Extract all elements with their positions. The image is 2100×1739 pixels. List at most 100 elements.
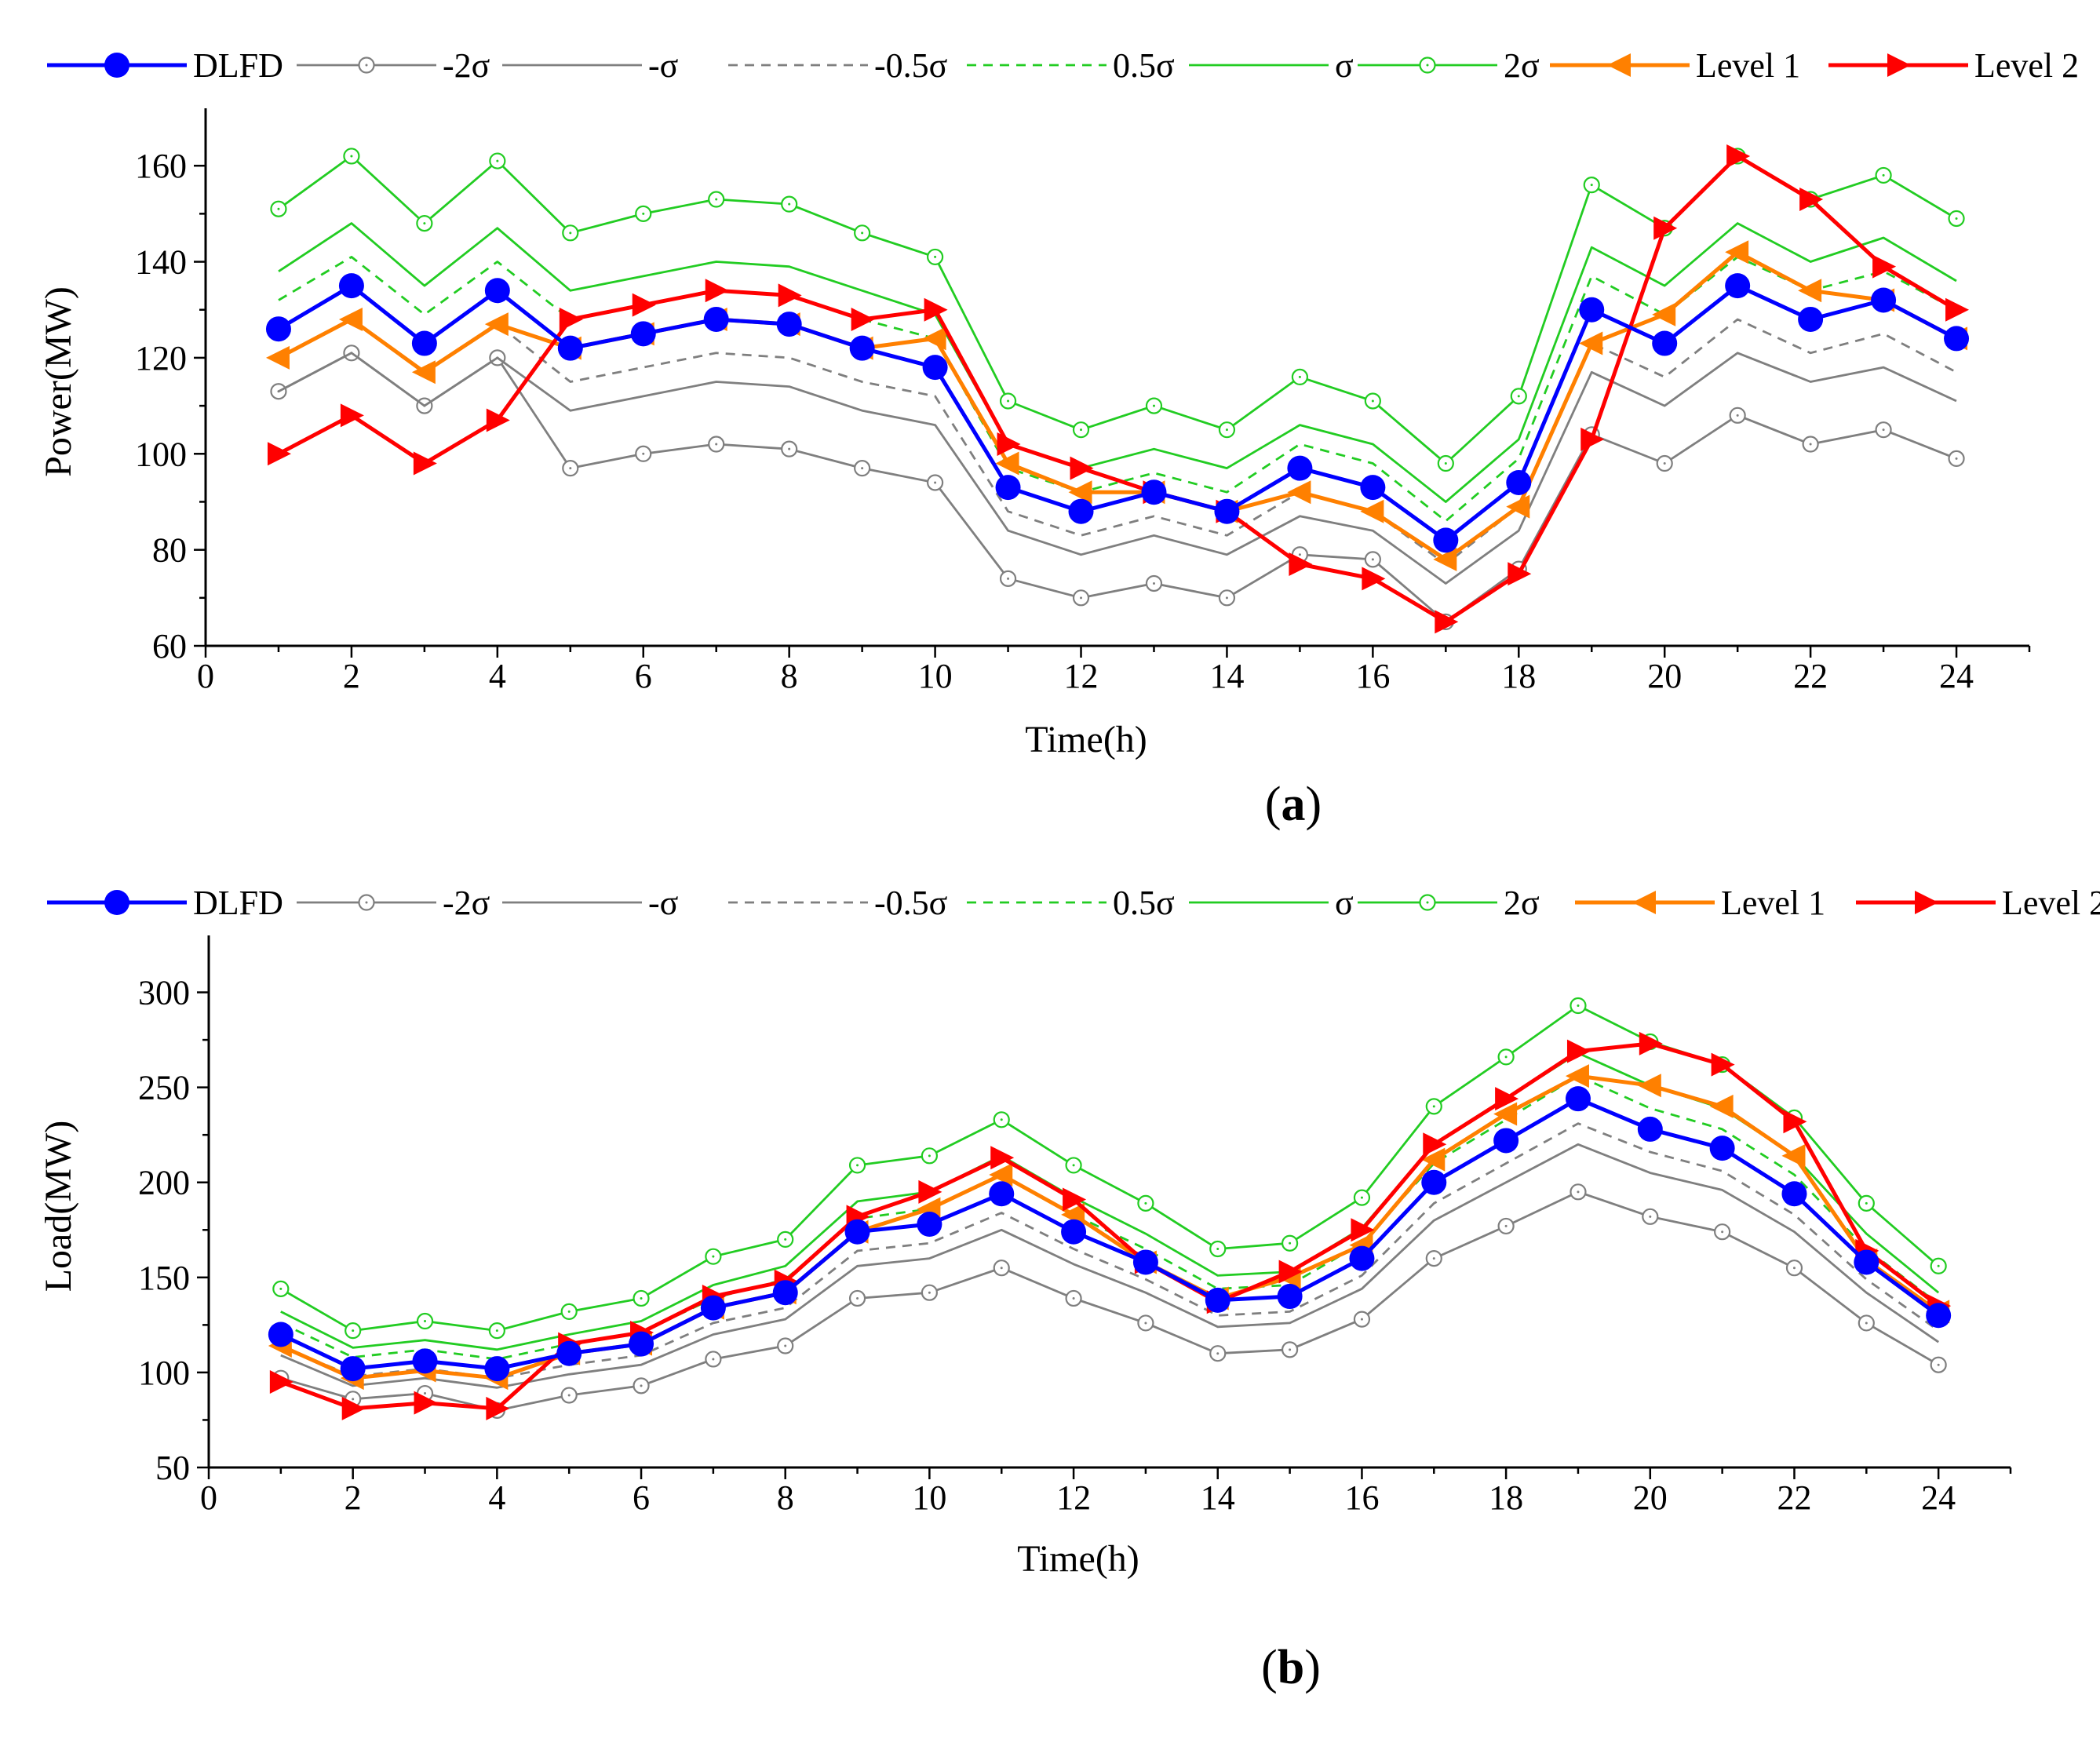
data-point-level2 bbox=[486, 408, 510, 432]
data-point-plus2sigma-dot bbox=[496, 159, 499, 162]
legend-label-minus1sigma: -σ bbox=[648, 884, 679, 922]
data-point-minus2sigma-dot bbox=[1371, 558, 1374, 561]
data-point-level2 bbox=[1362, 567, 1386, 591]
data-point-dlfd bbox=[1944, 326, 1970, 352]
data-point-minus2sigma-dot bbox=[856, 1296, 859, 1300]
data-point-plus2sigma-dot bbox=[934, 255, 937, 258]
legend-label-minus2sigma: -2σ bbox=[443, 884, 490, 922]
data-point-minus2sigma-dot bbox=[1360, 1318, 1363, 1321]
data-point-minus2sigma-dot bbox=[1072, 1296, 1075, 1300]
legend-label-minus05sigma: -0.5σ bbox=[874, 46, 948, 85]
series-plus1sigma bbox=[278, 222, 1957, 503]
data-point-minus2sigma-dot bbox=[1736, 414, 1739, 417]
x-tick-label: 12 bbox=[1056, 1478, 1091, 1517]
legend-item-plus1sigma: σ bbox=[1189, 46, 1354, 85]
data-point-plus2sigma-dot bbox=[1289, 1241, 1292, 1245]
data-point-plus2sigma-dot bbox=[1937, 1264, 1940, 1267]
data-point-minus2sigma-dot bbox=[1144, 1322, 1147, 1325]
series-minus1sigma bbox=[278, 352, 1957, 585]
series-line-minus1sigma bbox=[280, 1143, 1939, 1389]
y-tick-label: 60 bbox=[152, 627, 187, 665]
x-tick-label: 20 bbox=[1647, 657, 1682, 695]
legend-item-dlfd: DLFD bbox=[47, 884, 283, 922]
data-point-plus2sigma-dot bbox=[1577, 1004, 1580, 1007]
data-point-plus2sigma-dot bbox=[1590, 184, 1593, 187]
series-level1 bbox=[265, 240, 1968, 571]
series-minus2sigma bbox=[270, 345, 1965, 631]
series-line-plus1sigma bbox=[278, 222, 1957, 503]
data-point-level2 bbox=[1711, 1052, 1735, 1077]
panel-label-letter: b bbox=[1278, 1641, 1304, 1694]
data-point-level2 bbox=[705, 279, 729, 303]
data-point-dlfd bbox=[340, 1356, 366, 1382]
data-point-dlfd bbox=[844, 1219, 870, 1245]
data-point-dlfd bbox=[1637, 1116, 1663, 1142]
data-point-dlfd bbox=[922, 355, 948, 381]
series-line-level2 bbox=[277, 154, 1958, 624]
data-point-dlfd bbox=[1506, 469, 1532, 495]
data-point-dlfd bbox=[1287, 455, 1313, 481]
data-point-minus2sigma-dot bbox=[352, 1398, 355, 1401]
data-point-dlfd bbox=[1349, 1245, 1375, 1271]
data-point-level1 bbox=[1433, 547, 1457, 571]
panel-label: (a) bbox=[1265, 778, 1322, 831]
data-point-plus2sigma-dot bbox=[715, 198, 718, 201]
legend-item-minus1sigma: -σ bbox=[502, 46, 679, 85]
series-minus05sigma bbox=[278, 318, 1957, 566]
legend-item-level2: Level 2 bbox=[1856, 884, 2100, 922]
data-point-plus2sigma-dot bbox=[277, 207, 280, 210]
series-level2 bbox=[267, 144, 1970, 634]
data-point-dlfd bbox=[1579, 297, 1605, 323]
legend-label-level1: Level 1 bbox=[1696, 46, 1800, 85]
data-point-level1 bbox=[265, 345, 290, 370]
y-axis-title: Power(MW) bbox=[38, 286, 79, 477]
data-point-level1 bbox=[1709, 1094, 1734, 1118]
data-point-plus2sigma-dot bbox=[1504, 1055, 1508, 1059]
data-point-dlfd bbox=[630, 321, 656, 347]
series-plus05sigma bbox=[280, 1074, 1940, 1361]
legend-item-plus05sigma: 0.5σ bbox=[967, 884, 1175, 922]
data-point-plus2sigma-dot bbox=[640, 1296, 643, 1300]
data-point-level1 bbox=[1506, 494, 1530, 519]
data-point-level1 bbox=[1637, 1074, 1661, 1098]
data-point-level2 bbox=[1945, 297, 1970, 322]
data-point-plus2sigma-dot bbox=[1955, 217, 1958, 220]
data-point-plus2sigma-dot bbox=[1882, 173, 1885, 177]
x-tick-label: 14 bbox=[1209, 657, 1244, 695]
data-point-level1 bbox=[1798, 279, 1822, 303]
legend-marker-minus2sigma-dot bbox=[365, 901, 368, 904]
legend-label-minus05sigma: -0.5σ bbox=[874, 884, 948, 922]
x-tick-label: 0 bbox=[200, 1478, 217, 1517]
legend-item-minus2sigma: -2σ bbox=[297, 884, 490, 922]
series-line-level1 bbox=[279, 1074, 1940, 1380]
data-point-plus2sigma-dot bbox=[1007, 399, 1010, 403]
data-point-level1 bbox=[484, 312, 509, 337]
legend: DLFD -2σ -σ -0.5σ 0.5σ σ 2σ Level 1 Level 2 bbox=[47, 884, 2100, 922]
data-point-minus2sigma-dot bbox=[1882, 428, 1885, 432]
x-tick-label: 0 bbox=[197, 657, 214, 695]
panel-label-open-paren: ( bbox=[1265, 778, 1282, 831]
data-point-minus2sigma-dot bbox=[1080, 596, 1083, 600]
data-point-dlfd bbox=[1068, 498, 1094, 524]
legend-item-level1: Level 1 bbox=[1550, 46, 1800, 85]
legend-item-minus1sigma: -σ bbox=[502, 884, 679, 922]
legend-marker-plus2sigma-dot bbox=[1426, 901, 1429, 904]
series-line-plus05sigma bbox=[280, 1074, 1940, 1361]
data-point-minus2sigma-dot bbox=[1504, 1224, 1508, 1227]
data-point-dlfd bbox=[1871, 287, 1897, 313]
legend-marker-minus2sigma-dot bbox=[365, 64, 368, 67]
x-tick-label: 22 bbox=[1793, 657, 1828, 695]
panel-label: (b) bbox=[1261, 1641, 1321, 1694]
legend-marker-dlfd bbox=[104, 53, 129, 78]
panel-label-letter: a bbox=[1282, 778, 1306, 831]
data-point-minus2sigma-dot bbox=[715, 443, 718, 446]
data-point-plus2sigma-dot bbox=[928, 1154, 931, 1158]
legend-item-level1: Level 1 bbox=[1575, 884, 1825, 922]
legend: DLFD -2σ -σ -0.5σ 0.5σ σ 2σ Level 1 Level 2 bbox=[47, 46, 2079, 85]
data-point-plus2sigma-dot bbox=[279, 1287, 283, 1290]
data-point-minus2sigma-dot bbox=[1298, 553, 1301, 556]
data-point-level2 bbox=[1566, 1039, 1591, 1063]
data-point-dlfd bbox=[1781, 1181, 1807, 1207]
data-point-level2 bbox=[413, 451, 437, 476]
